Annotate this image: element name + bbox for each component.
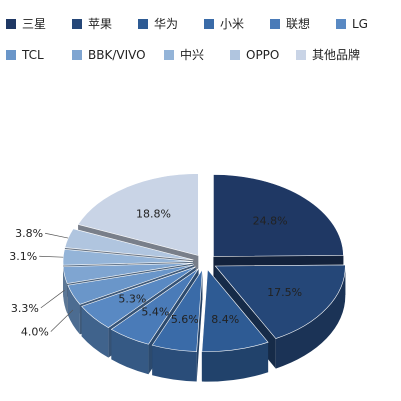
pie-data-label: 4.0% [21, 326, 49, 339]
legend-swatch [204, 18, 214, 29]
pie-slice-side [201, 342, 269, 382]
pie-data-label: 3.8% [15, 227, 43, 240]
legend-label: 小米 [220, 17, 245, 31]
legend-item-lenovo: 联想 [270, 15, 336, 32]
legend-label: 苹果 [88, 17, 113, 31]
pie-slice-top [67, 264, 194, 305]
pie-data-label: 17.5% [267, 286, 302, 299]
pie-slice-top [77, 173, 199, 256]
legend-item-apple: 苹果 [72, 15, 138, 32]
legend-label: BBK/VIVO [88, 47, 146, 62]
legend-swatch [270, 18, 280, 29]
pie-slice-side [152, 345, 197, 382]
pie-slice-side [81, 306, 109, 358]
legend-label: OPPO [246, 47, 280, 62]
pie-slice-side [275, 265, 346, 369]
pie-data-label: 5.3% [118, 292, 146, 305]
pie-data-label: 3.3% [11, 302, 39, 315]
pie-data-label: 5.6% [171, 313, 199, 326]
pie-data-label: 8.4% [211, 313, 239, 326]
pie-slice-top [213, 174, 344, 257]
pie-slice-side [63, 266, 68, 314]
pie-label-leader [45, 232, 69, 239]
legend-item-lg: LG [336, 17, 386, 31]
legend-row-2: TCL BBK/VIVO 中兴 OPPO 其他品牌 [6, 39, 398, 70]
legend-label: 其他品牌 [312, 48, 361, 62]
legend-swatch [138, 18, 148, 29]
legend-swatch [296, 49, 306, 60]
pie-label-leader [50, 309, 74, 332]
pie-slice-top [62, 262, 194, 284]
legend-item-samsung: 三星 [6, 15, 72, 32]
legend-swatch [230, 49, 240, 60]
chart-legend: 三星 苹果 华为 小米 联想 LG TCL BBK/VIVO [6, 8, 398, 70]
pie-labels: 24.8% 17.5% 8.4% 5.6%5.4%5.3% 4.0% 3.3% 3.1% 3.… [9, 207, 302, 338]
pie-slice-top [201, 268, 269, 352]
pie-data-label: 5.4% [141, 306, 169, 319]
pie-label-leader [39, 255, 64, 258]
pie-slice [151, 268, 203, 382]
legend-swatch [72, 18, 82, 29]
pie-label-leader [40, 289, 65, 309]
legend-item-zte: 中兴 [164, 46, 230, 63]
pie-slice-top [81, 266, 196, 329]
pie-data-label: 3.1% [9, 250, 37, 263]
legend-label: 华为 [154, 17, 179, 31]
legend-item-bbk-vivo: BBK/VIVO [72, 48, 164, 62]
pie-slice [201, 268, 269, 382]
pie-slice-top [151, 268, 203, 352]
legend-swatch [164, 49, 174, 60]
legend-item-huawei: 华为 [138, 15, 204, 32]
pie-slice-side [111, 329, 149, 375]
legend-swatch [6, 49, 16, 60]
legend-label: 中兴 [180, 48, 205, 62]
pie-slice-top [110, 268, 199, 345]
legend-label: 三星 [22, 17, 47, 31]
legend-item-others: 其他品牌 [296, 46, 386, 63]
legend-swatch [336, 18, 346, 29]
pie-slices [62, 173, 346, 382]
legend-item-tcl: TCL [6, 48, 72, 62]
pie-data-label: 24.8% [253, 214, 288, 227]
pie-slice-side [67, 285, 80, 335]
legend-item-oppo: OPPO [230, 48, 296, 62]
pie-slice-top [214, 264, 346, 339]
pie-data-label: 18.8% [136, 207, 171, 220]
legend-label: TCL [22, 47, 44, 62]
legend-swatch [6, 18, 16, 29]
legend-label: LG [352, 16, 368, 31]
legend-row-1: 三星 苹果 华为 小米 联想 LG [6, 8, 398, 39]
legend-label: 联想 [286, 17, 311, 31]
legend-item-xiaomi: 小米 [204, 15, 270, 32]
legend-swatch [72, 49, 82, 60]
